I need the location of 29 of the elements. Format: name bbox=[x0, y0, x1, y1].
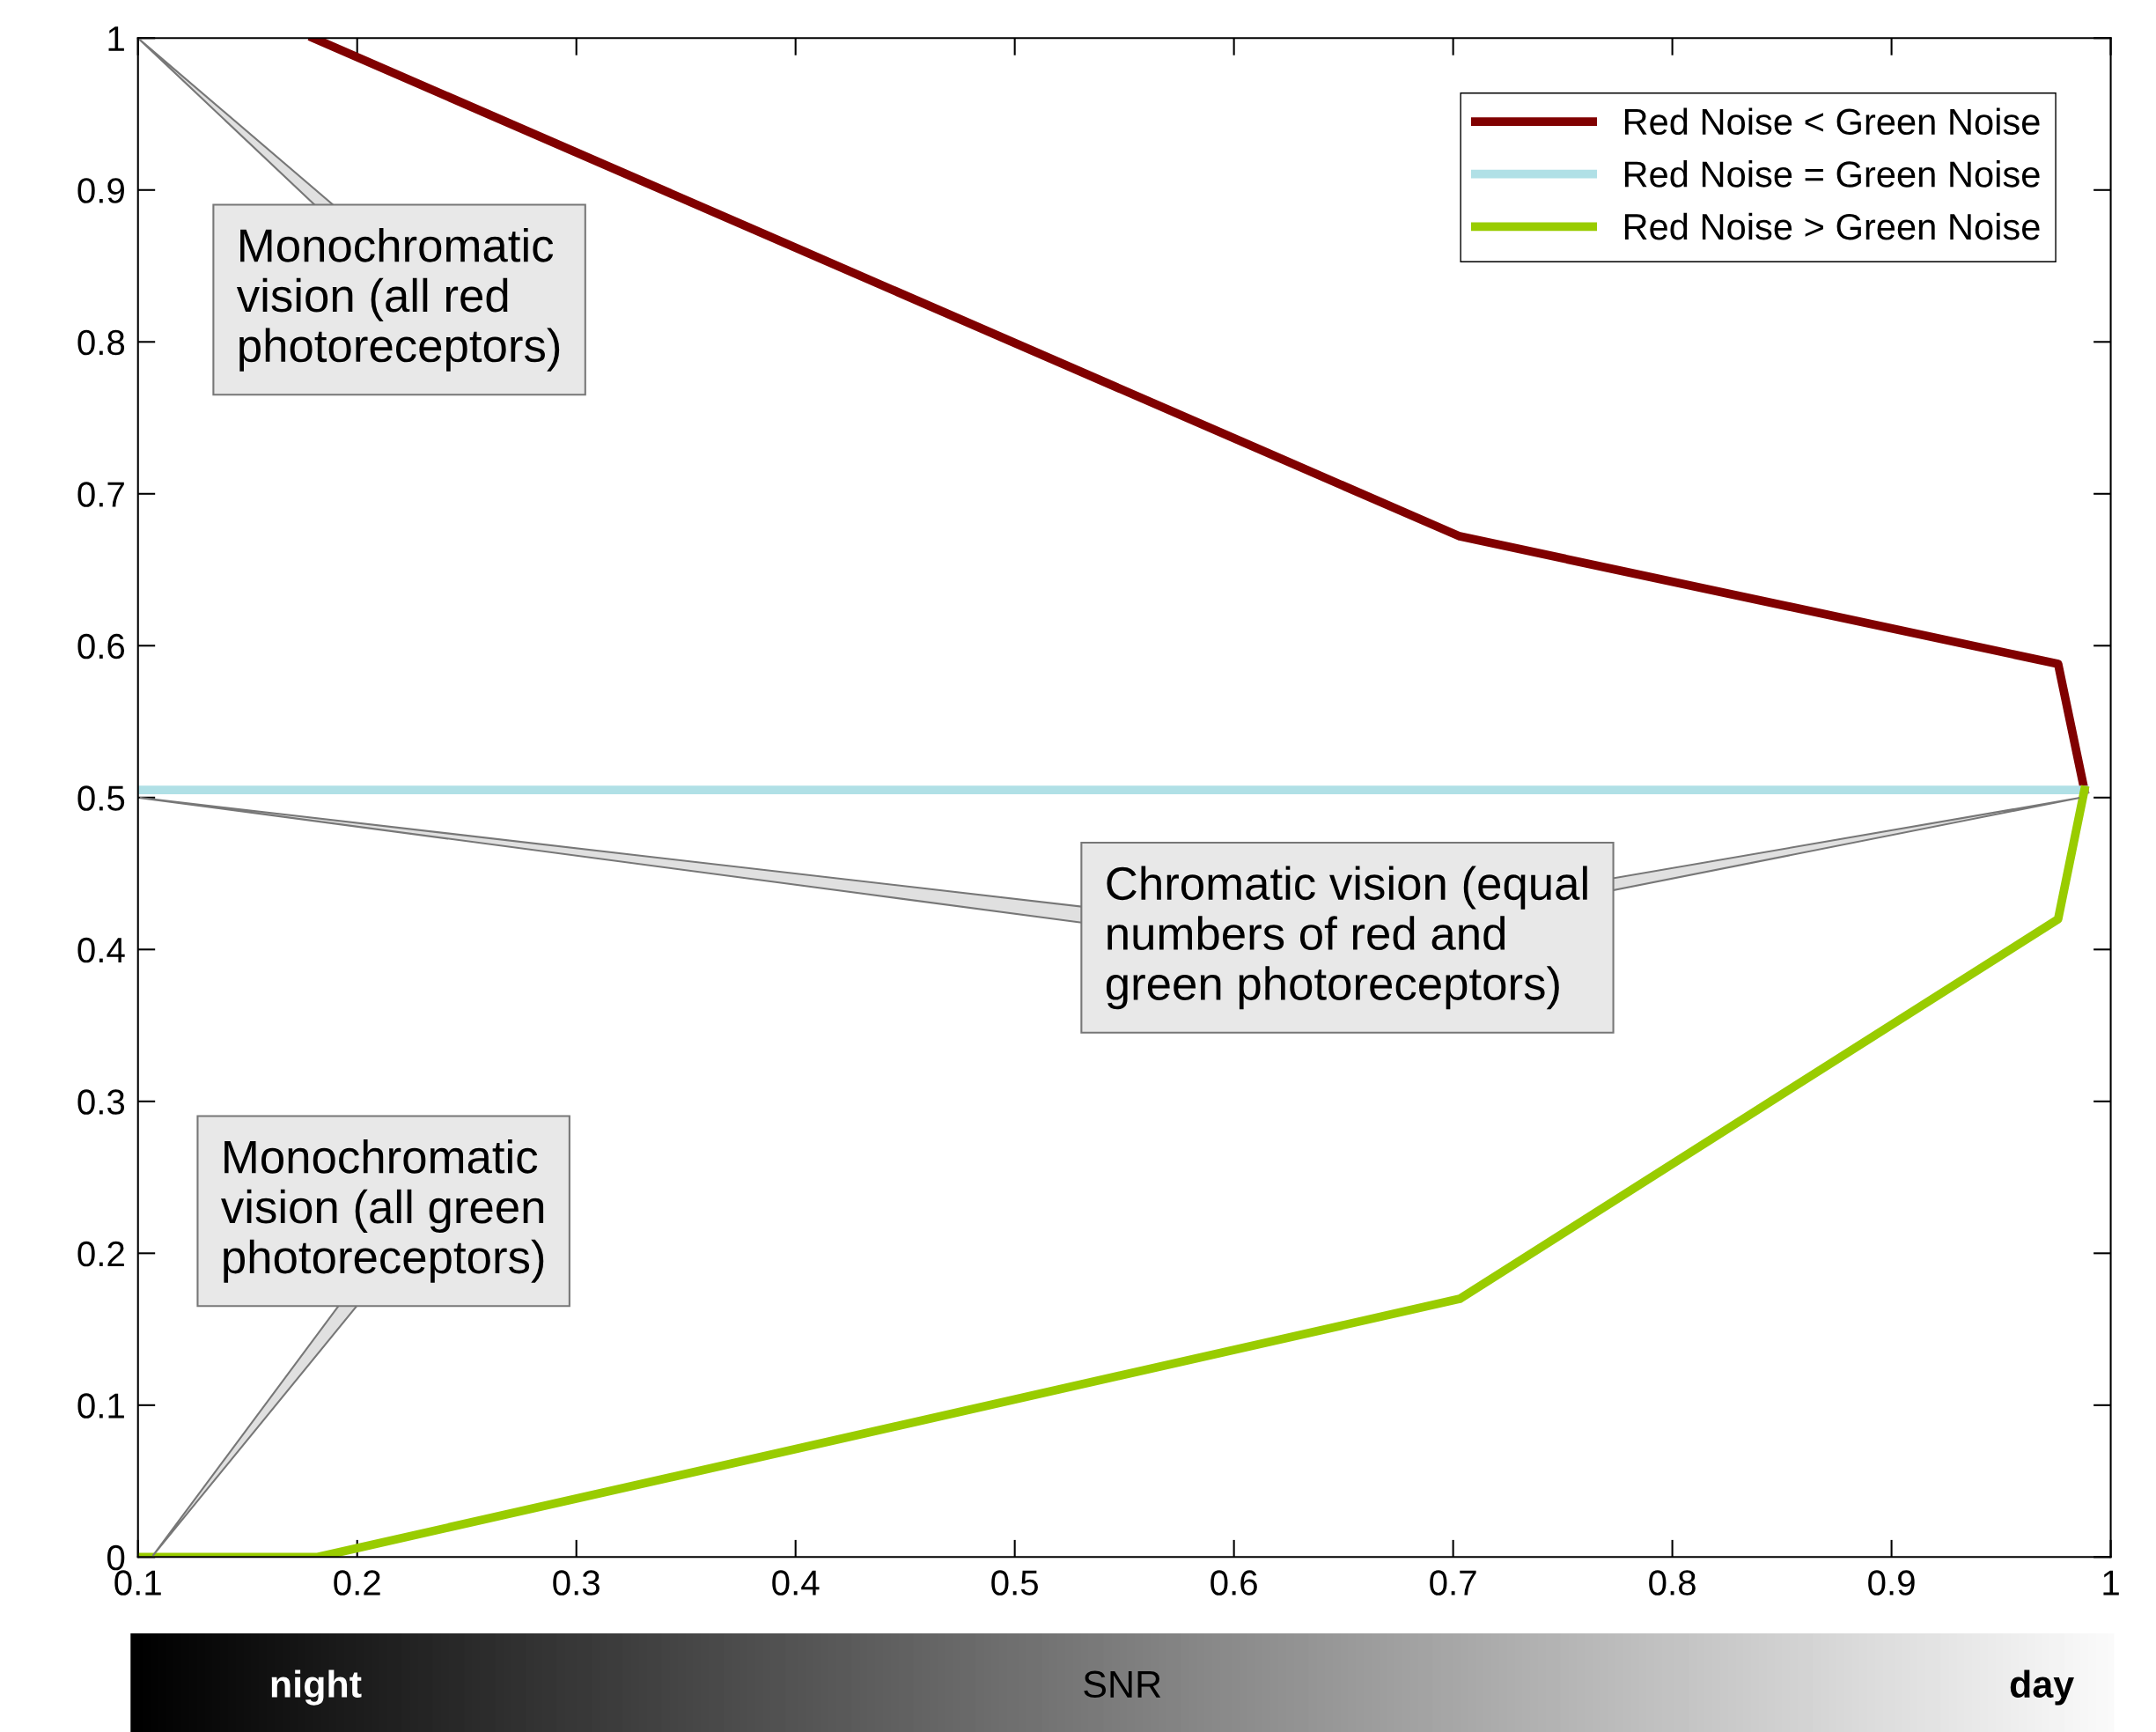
x-tick-label: 0.7 bbox=[1430, 1570, 1476, 1596]
x-tick-label: 0.9 bbox=[1868, 1570, 1915, 1596]
x-tick-label: 0.2 bbox=[334, 1570, 380, 1596]
y-tick-label: 0.8 bbox=[77, 329, 125, 356]
y-tick-label: 0.5 bbox=[77, 785, 125, 811]
legend-label: Red Noise > Green Noise bbox=[1624, 212, 2040, 240]
text: day bbox=[2010, 1669, 2074, 1706]
x-tick-label: 0.5 bbox=[991, 1570, 1038, 1596]
annotation: Monochromatic vision (all red photoreceptors) bbox=[236, 227, 560, 372]
y-tick-label: 0.9 bbox=[77, 178, 124, 203]
y-tick-label: 0.6 bbox=[77, 633, 125, 660]
y-tick-label: 0 bbox=[107, 1544, 125, 1571]
y-tick-label: 0.2 bbox=[77, 1241, 124, 1267]
x-tick-label: 0.6 bbox=[1210, 1570, 1257, 1596]
x-axis-title: SNR bbox=[1084, 1670, 1161, 1699]
legend-label: Red Noise = Green Noise bbox=[1624, 160, 2040, 188]
x-tick-label: 0.4 bbox=[772, 1570, 820, 1596]
y-tick-label: 1 bbox=[108, 26, 124, 51]
x-tick-label: 0.3 bbox=[553, 1570, 600, 1596]
legend-label: Red Noise < Green Noise bbox=[1624, 107, 2040, 136]
text: night bbox=[271, 1669, 362, 1706]
y-tick-label: 0.3 bbox=[77, 1089, 125, 1115]
y-tick-label: 0.1 bbox=[77, 1393, 124, 1419]
x-tick-label: 1 bbox=[2103, 1570, 2119, 1596]
y-tick-label: 0.7 bbox=[77, 482, 124, 507]
x-tick-label: 0.8 bbox=[1649, 1570, 1696, 1596]
annotation: Chromatic vision (equal numbers of red and green photoreceptors) bbox=[1106, 866, 1587, 1010]
y-tick-label: 0.4 bbox=[77, 937, 125, 963]
annotation: Monochromatic vision (all green photoreceptors) bbox=[221, 1139, 544, 1283]
